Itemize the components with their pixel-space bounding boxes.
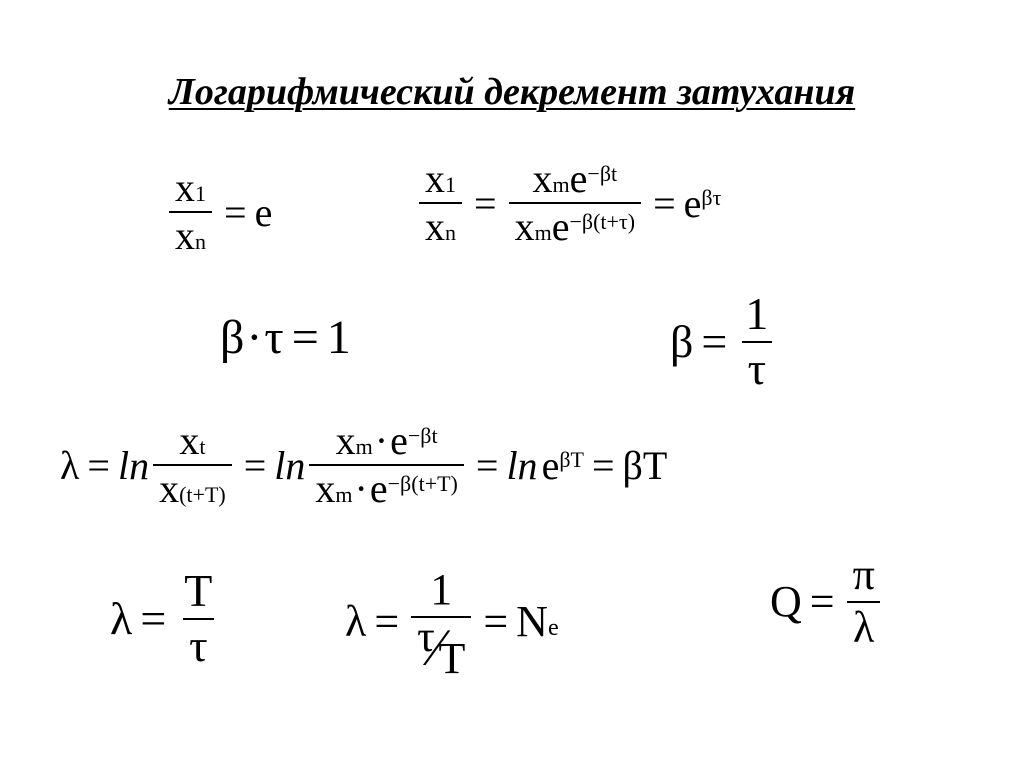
equals: = — [374, 596, 399, 647]
var-beta: β — [623, 442, 643, 489]
equals: = — [474, 180, 497, 227]
eq-lambda-Ne: λ = 1 τ ∕ T = N e — [345, 565, 559, 678]
num-1: 1 — [327, 310, 351, 365]
fn-ln: ln — [274, 442, 305, 489]
equals: = — [476, 442, 499, 489]
var-e: e — [552, 204, 570, 250]
var-e: e — [390, 418, 408, 464]
exp-neg-b-ttau: −β(t+τ) — [569, 209, 635, 234]
exp-neg-bt: −βt — [408, 423, 438, 448]
var-x: x — [425, 204, 445, 250]
var-N: N — [516, 596, 548, 647]
var-lambda: λ — [345, 596, 366, 647]
var-e: e — [684, 180, 702, 227]
var-beta: β — [670, 315, 693, 368]
eq-ratio-simple: x 1 x n = e — [165, 165, 272, 259]
frac-1-tauT: 1 τ ∕ T — [411, 565, 471, 678]
eq-lambda-T-tau: λ = T τ — [110, 565, 222, 673]
var-pi: π — [847, 550, 881, 601]
var-x: x — [175, 165, 195, 211]
equals: = — [140, 592, 166, 645]
eq-ratio-full: x 1 x n = x m e −βt x m e −β(t+τ) = e βτ — [415, 156, 721, 250]
fn-ln: ln — [506, 442, 537, 489]
num-1: 1 — [424, 565, 458, 616]
equals: = — [701, 315, 727, 368]
exp-bT: βT — [559, 447, 584, 473]
frac-1-tau: 1 τ — [739, 288, 774, 396]
sub-m: m — [535, 220, 552, 245]
num-1: 1 — [739, 288, 774, 341]
eq-Q-pi-lambda: Q = π λ — [770, 550, 885, 653]
var-lambda: λ — [110, 592, 132, 645]
var-e: e — [542, 442, 560, 489]
var-x: x — [315, 466, 335, 512]
var-e: e — [570, 156, 588, 202]
frac-x1-xn: x 1 x n — [169, 165, 212, 259]
var-e: e — [255, 189, 273, 236]
frac-pi-lambda: π λ — [847, 550, 881, 653]
dot: · — [355, 466, 368, 512]
exp-btau: βτ — [701, 185, 721, 211]
eq-lambda-long: λ = ln x t x (t+T) = ln x m · e −βt x m … — [60, 418, 667, 512]
exp-neg-b-tT: −β(t+T) — [388, 471, 458, 496]
var-lambda: λ — [847, 601, 880, 654]
var-x: x — [336, 418, 356, 464]
equals: = — [224, 189, 247, 236]
sub-m: m — [553, 172, 570, 197]
frac-xm-ratio-T: x m · e −βt x m · e −β(t+T) — [309, 418, 463, 512]
sub-n: n — [195, 229, 206, 254]
var-Q: Q — [770, 576, 802, 627]
var-beta: β — [220, 310, 244, 365]
frac-xm-ratio: x m e −βt x m e −β(t+τ) — [509, 156, 642, 250]
sub-1: 1 — [445, 172, 456, 197]
frac-x1-xn-r: x 1 x n — [419, 156, 462, 250]
equals: = — [592, 442, 615, 489]
var-T: T — [643, 442, 667, 489]
sub-1: 1 — [195, 181, 206, 206]
sub-tT: (t+T) — [179, 482, 226, 507]
sub-n: n — [445, 220, 456, 245]
sub-m: m — [335, 482, 352, 507]
var-x: x — [425, 156, 445, 202]
equals: = — [87, 442, 110, 489]
var-tau: τ — [183, 618, 214, 673]
equals: = — [653, 180, 676, 227]
var-x: x — [175, 213, 195, 259]
eq-beta-tau-1: β · τ = 1 — [220, 310, 351, 365]
title-text: Логарифмический декремент затухания — [169, 71, 855, 113]
var-x: x — [159, 466, 179, 512]
var-tau: τ — [742, 341, 773, 396]
sub-t: t — [199, 434, 205, 459]
equals: = — [810, 576, 835, 627]
dot: · — [246, 310, 262, 365]
equals: = — [244, 442, 267, 489]
page-title: Логарифмический декремент затухания — [0, 70, 1024, 114]
frac-xt-xtT: x t x (t+T) — [153, 418, 232, 512]
var-T: T — [178, 565, 218, 618]
slashfrac-tau-T: τ ∕ T — [417, 618, 465, 679]
var-x: x — [179, 418, 199, 464]
var-T: T — [438, 634, 465, 685]
eq-beta-1-tau: β = 1 τ — [670, 288, 778, 396]
dot: · — [375, 418, 388, 464]
sub-m: m — [356, 434, 373, 459]
frac-T-tau: T τ — [178, 565, 218, 673]
var-lambda: λ — [60, 442, 79, 489]
equals: = — [292, 310, 319, 365]
var-x: x — [515, 204, 535, 250]
var-tau: τ — [264, 310, 283, 365]
equals: = — [483, 596, 508, 647]
var-tau: τ — [417, 612, 435, 663]
var-x: x — [533, 156, 553, 202]
exp-neg-bt: −βt — [587, 161, 617, 186]
var-e: e — [370, 466, 388, 512]
sub-e: e — [548, 614, 559, 642]
fn-ln: ln — [118, 442, 149, 489]
